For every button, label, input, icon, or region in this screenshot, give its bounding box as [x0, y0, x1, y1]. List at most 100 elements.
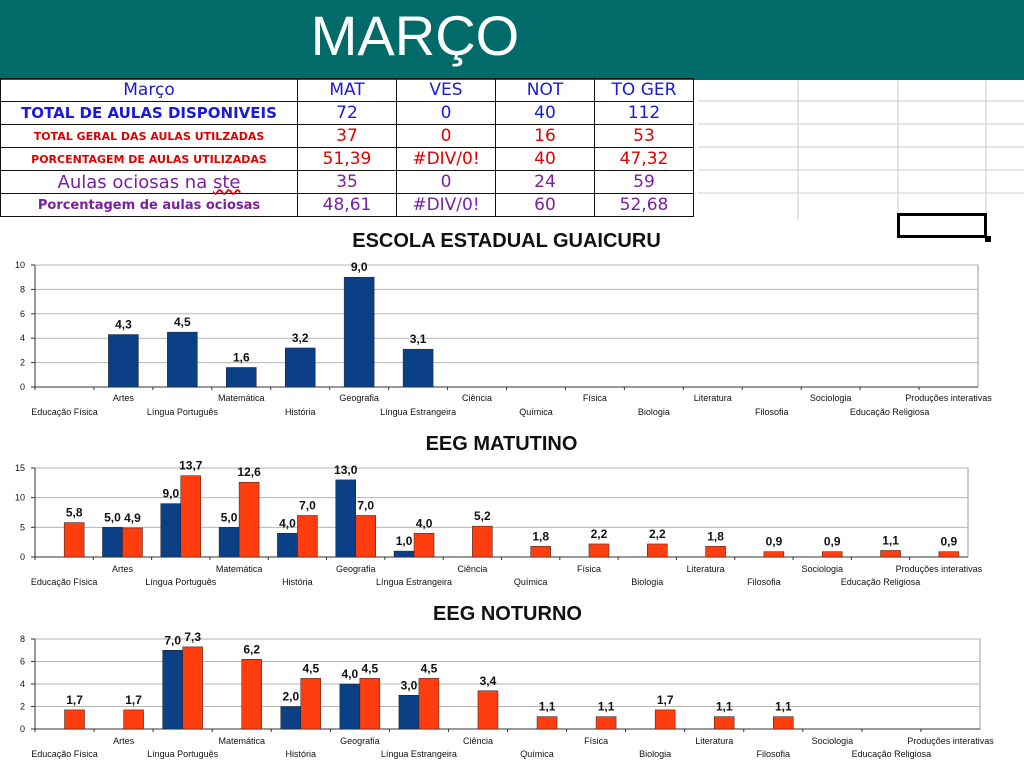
- row-label[interactable]: PORCENTAGEM DE AULAS UTILIZADAS: [0, 147, 298, 171]
- x-tick-label: Física: [577, 564, 601, 574]
- bar: [280, 706, 302, 730]
- x-tick-label: Língua Estrangeira: [381, 749, 457, 759]
- header-not[interactable]: NOT: [495, 78, 595, 102]
- bar: [413, 533, 435, 558]
- table-cell[interactable]: 112: [594, 101, 694, 125]
- data-label: 4,5: [174, 315, 191, 329]
- summary-table: Março MAT VES NOT TO GER TOTAL DE AULAS …: [0, 78, 694, 217]
- x-tick-label: Biologia: [639, 749, 671, 759]
- x-tick-label: Língua Estrangeira: [376, 577, 452, 587]
- data-label: 5,0: [104, 510, 121, 524]
- table-cell[interactable]: 52,68: [594, 193, 694, 217]
- x-tick-label: Educação Religiosa: [841, 577, 921, 587]
- table-cell[interactable]: 47,32: [594, 147, 694, 171]
- row-label[interactable]: TOTAL GERAL DAS AULAS UTILZADAS: [0, 124, 298, 148]
- y-tick-label: 0: [20, 724, 25, 734]
- x-tick-label: Química: [519, 407, 553, 417]
- header-label[interactable]: Março: [0, 78, 298, 102]
- fill-handle[interactable]: [985, 236, 991, 242]
- bar: [162, 650, 183, 730]
- bar: [705, 546, 726, 558]
- header-mat[interactable]: MAT: [297, 78, 397, 102]
- row-label[interactable]: TOTAL DE AULAS DISPONIVEIS: [0, 101, 298, 125]
- data-label: 1,1: [882, 533, 899, 547]
- title-banner: MARÇO: [0, 0, 1024, 80]
- x-tick-label: Literatura: [687, 564, 725, 574]
- table-cell[interactable]: #DIV/0!: [396, 147, 496, 171]
- data-label: 3,0: [401, 678, 418, 692]
- x-tick-label: Literatura: [695, 736, 733, 746]
- row-label[interactable]: Aulas ociosas na ste: [0, 170, 298, 194]
- x-tick-label: Ciência: [457, 564, 487, 574]
- x-tick-label: Produções interativas: [896, 564, 983, 574]
- data-label: 9,0: [162, 487, 179, 501]
- table-cell[interactable]: 60: [495, 193, 595, 217]
- table-cell[interactable]: 72: [297, 101, 397, 125]
- bar: [335, 479, 356, 558]
- table-cell[interactable]: 0: [396, 170, 496, 194]
- bar: [241, 659, 262, 730]
- x-tick-label: Língua Português: [145, 577, 217, 587]
- x-tick-label: Ciência: [463, 736, 493, 746]
- bar: [398, 695, 420, 730]
- table-cell[interactable]: 40: [495, 147, 595, 171]
- table-cell[interactable]: 48,61: [297, 193, 397, 217]
- x-tick-label: Sociologia: [810, 393, 852, 403]
- x-tick-label: Ciência: [462, 393, 492, 403]
- spellcheck-word: ste: [212, 171, 241, 193]
- x-tick-label: Geografia: [340, 736, 380, 746]
- data-label: 1,1: [716, 700, 733, 714]
- table-cell[interactable]: 59: [594, 170, 694, 194]
- table-cell[interactable]: 35: [297, 170, 397, 194]
- bar: [773, 716, 794, 730]
- bar: [122, 527, 143, 558]
- row-label-text: Aulas ociosas na ste: [57, 171, 241, 193]
- x-tick-label: Física: [584, 736, 608, 746]
- table-cell[interactable]: 40: [495, 101, 595, 125]
- spreadsheet-gridlines: [698, 80, 1024, 220]
- bar: [588, 543, 610, 558]
- bar: [238, 481, 260, 558]
- bar: [63, 522, 85, 558]
- bar: [402, 348, 434, 388]
- table-cell[interactable]: 0: [396, 124, 496, 148]
- data-label: 7,0: [299, 498, 316, 512]
- x-tick-label: Sociologia: [812, 736, 854, 746]
- data-label: 0,9: [766, 535, 783, 549]
- x-tick-label: Língua Português: [147, 407, 219, 417]
- x-tick-label: Produções interativas: [907, 736, 994, 746]
- header-ves[interactable]: VES: [396, 78, 496, 102]
- bar: [167, 331, 198, 388]
- bar: [182, 646, 203, 730]
- table-row: Porcentagem de aulas ociosas 48,61 #DIV/…: [0, 193, 694, 217]
- table-cell[interactable]: 51,39: [297, 147, 397, 171]
- chart-eeg-matutino: EEG MATUTINO 0 5 10 15 Educação Física Artes Lí…: [15, 433, 983, 587]
- chart-title: EEG MATUTINO: [426, 433, 578, 455]
- data-label: 12,6: [237, 465, 261, 479]
- table-cell[interactable]: 24: [495, 170, 595, 194]
- table-cell[interactable]: 37: [297, 124, 397, 148]
- table-cell[interactable]: 53: [594, 124, 694, 148]
- header-to-ger[interactable]: TO GER: [594, 78, 694, 102]
- table-cell[interactable]: 0: [396, 101, 496, 125]
- data-label: 7,3: [184, 630, 201, 644]
- bar: [713, 716, 735, 730]
- table-header-row: Março MAT VES NOT TO GER: [0, 78, 694, 102]
- selected-cell-outline[interactable]: [897, 213, 987, 238]
- x-tick-label: Matemática: [218, 393, 265, 403]
- chart-escola-estadual-guaicuru: ESCOLA ESTADUAL GUAICURU 0 2 4 6 8 10 Educação …: [15, 230, 992, 417]
- bar: [160, 503, 182, 558]
- table-row: PORCENTAGEM DE AULAS UTILIZADAS 51,39 #D…: [0, 147, 694, 171]
- data-label: 4,9: [124, 511, 141, 525]
- data-label: 9,0: [351, 260, 368, 274]
- table-cell[interactable]: #DIV/0!: [396, 193, 496, 217]
- bar: [284, 347, 316, 388]
- data-label: 5,8: [66, 506, 83, 520]
- x-tick-label: Biologia: [631, 577, 663, 587]
- data-label: 3,4: [480, 674, 497, 688]
- bar: [277, 533, 298, 558]
- data-label: 7,0: [357, 498, 374, 512]
- table-cell[interactable]: 16: [495, 124, 595, 148]
- data-label: 1,8: [707, 529, 724, 543]
- row-label[interactable]: Porcentagem de aulas ociosas: [0, 193, 298, 217]
